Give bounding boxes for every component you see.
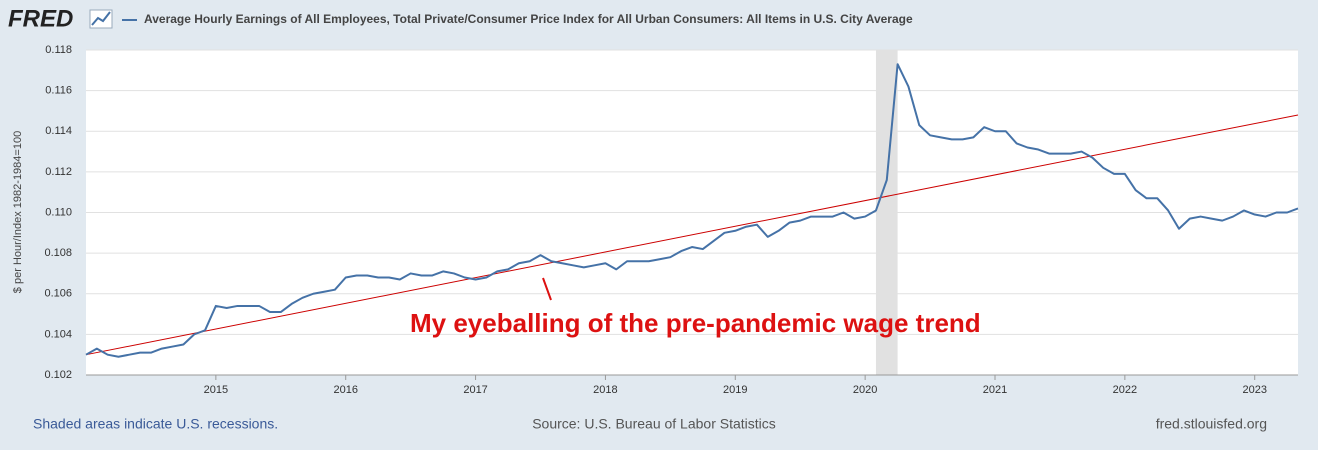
y-tick-label: 0.102 xyxy=(44,369,72,381)
recession-note: Shaded areas indicate U.S. recessions. xyxy=(33,416,278,432)
y-tick-label: 0.118 xyxy=(45,44,72,56)
y-axis-label: $ per Hour/Index 1982-1984=100 xyxy=(12,131,24,293)
logo: FRED xyxy=(8,5,73,32)
y-tick-label: 0.114 xyxy=(45,125,72,137)
x-tick-label: 2023 xyxy=(1242,384,1266,396)
y-tick-label: 0.110 xyxy=(45,206,72,218)
logo-icon xyxy=(89,9,113,29)
x-tick-label: 2019 xyxy=(723,384,747,396)
x-tick-label: 2020 xyxy=(853,384,877,396)
source: Source: U.S. Bureau of Labor Statistics xyxy=(532,416,776,432)
y-tick-label: 0.106 xyxy=(44,288,72,300)
x-tick-label: 2022 xyxy=(1113,384,1137,396)
x-tick-label: 2015 xyxy=(204,384,228,396)
legend-label: Average Hourly Earnings of All Employees… xyxy=(144,12,913,26)
y-tick-label: 0.116 xyxy=(45,85,72,97)
x-tick-label: 2021 xyxy=(983,384,1007,396)
x-tick-label: 2016 xyxy=(333,384,357,396)
annotation: My eyeballing of the pre-pandemic wage t… xyxy=(410,308,981,338)
y-tick-label: 0.108 xyxy=(44,247,72,259)
site-url: fred.stlouisfed.org xyxy=(1156,416,1267,432)
trend-line xyxy=(85,114,1299,356)
annotation-pointer xyxy=(542,277,552,301)
series-line xyxy=(85,63,1299,358)
y-tick-label: 0.112 xyxy=(45,166,72,178)
y-tick-label: 0.104 xyxy=(44,328,72,340)
x-tick-label: 2018 xyxy=(593,384,617,396)
x-tick-label: 2017 xyxy=(463,384,487,396)
